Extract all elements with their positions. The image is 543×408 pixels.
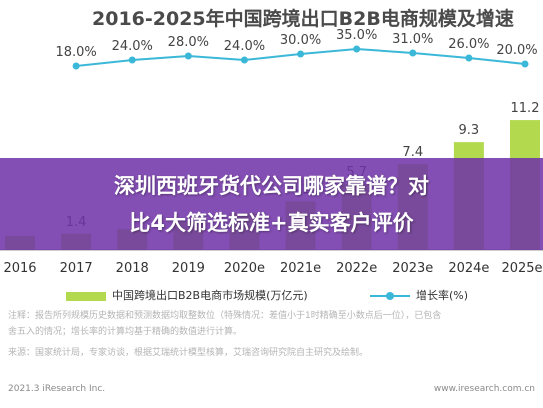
legend-bar-label: 中国跨境出口B2B电商市场规模(万亿元) — [112, 289, 308, 302]
chart-title: 2016-2025年中国跨境出口B2B电商规模及增速 — [92, 8, 514, 30]
growth-rate-point-2024e — [465, 54, 473, 62]
growth-rate-point-2021e — [297, 50, 305, 58]
bar-value-label: 11.2 — [511, 101, 540, 116]
bar-value-label: 7.4 — [402, 145, 423, 160]
legend-bar-item: 中国跨境出口B2B电商市场规模(万亿元) — [66, 287, 308, 303]
growth-rate-label: 24.0% — [224, 39, 265, 54]
growth-rate-label: 28.0% — [168, 35, 209, 50]
footer-url: www.iresearch.com.cn — [433, 384, 535, 394]
footer-copyright: 2021.3 iResearch Inc. — [8, 384, 106, 394]
banner-line-1: 深圳西班牙货代公司哪家靠谱？对 — [114, 174, 429, 198]
legend-line-swatch — [370, 292, 410, 300]
x-tick-label: 2020e — [224, 261, 265, 276]
legend-line-dot — [386, 292, 394, 300]
growth-rate-point-2019 — [184, 52, 192, 60]
legend-bar-swatch — [66, 291, 106, 301]
x-tick-label: 2019 — [172, 261, 205, 276]
note-line-2: 舍五入的情况；增长率的计算均基于精确的数值进行计算。 — [8, 327, 243, 337]
source-line: 来源：国家统计局，专家访谈，根据艾瑞统计模型核算，艾瑞咨询研究院自主研究及绘制。 — [8, 348, 369, 358]
growth-rate-point-2017 — [72, 62, 80, 70]
growth-rate-point-2018 — [128, 56, 136, 64]
growth-rate-label: 35.0% — [336, 28, 377, 43]
x-tick-label: 2022e — [336, 261, 377, 276]
growth-rate-label: 30.0% — [280, 33, 321, 48]
growth-rate-point-2023e — [409, 49, 417, 57]
growth-rate-label: 18.0% — [55, 45, 96, 60]
banner-line-2: 比4大筛选标准+真实客户评价 — [129, 211, 414, 235]
legend-line-label: 增长率(%) — [416, 289, 469, 302]
x-tick-label: 2017 — [60, 261, 93, 276]
growth-rate-point-2022e — [353, 45, 361, 53]
x-tick-label: 2021e — [280, 261, 321, 276]
growth-rate-point-2020e — [240, 56, 248, 64]
x-tick-label: 2016 — [3, 261, 36, 276]
growth-rate-label: 20.0% — [496, 43, 537, 58]
growth-rate-point-2025e — [521, 60, 529, 68]
x-tick-label: 2018 — [116, 261, 149, 276]
x-tick-label: 2024e — [448, 261, 489, 276]
growth-rate-label: 31.0% — [392, 32, 433, 47]
legend-line-item: 增长率(%) — [370, 287, 468, 303]
x-tick-label: 2023e — [392, 261, 433, 276]
x-tick-label: 2025e — [501, 261, 542, 276]
overlay-banner: 深圳西班牙货代公司哪家靠谱？对 比4大筛选标准+真实客户评价 — [0, 158, 543, 250]
growth-rate-label: 24.0% — [112, 39, 153, 54]
note-line-1: 注释：报告所列规模历史数据和预测数据均取整数位（特殊情况：差值小于1时精确至小数… — [8, 311, 442, 321]
bar-value-label: 9.3 — [459, 123, 480, 138]
growth-rate-label: 26.0% — [448, 37, 489, 52]
